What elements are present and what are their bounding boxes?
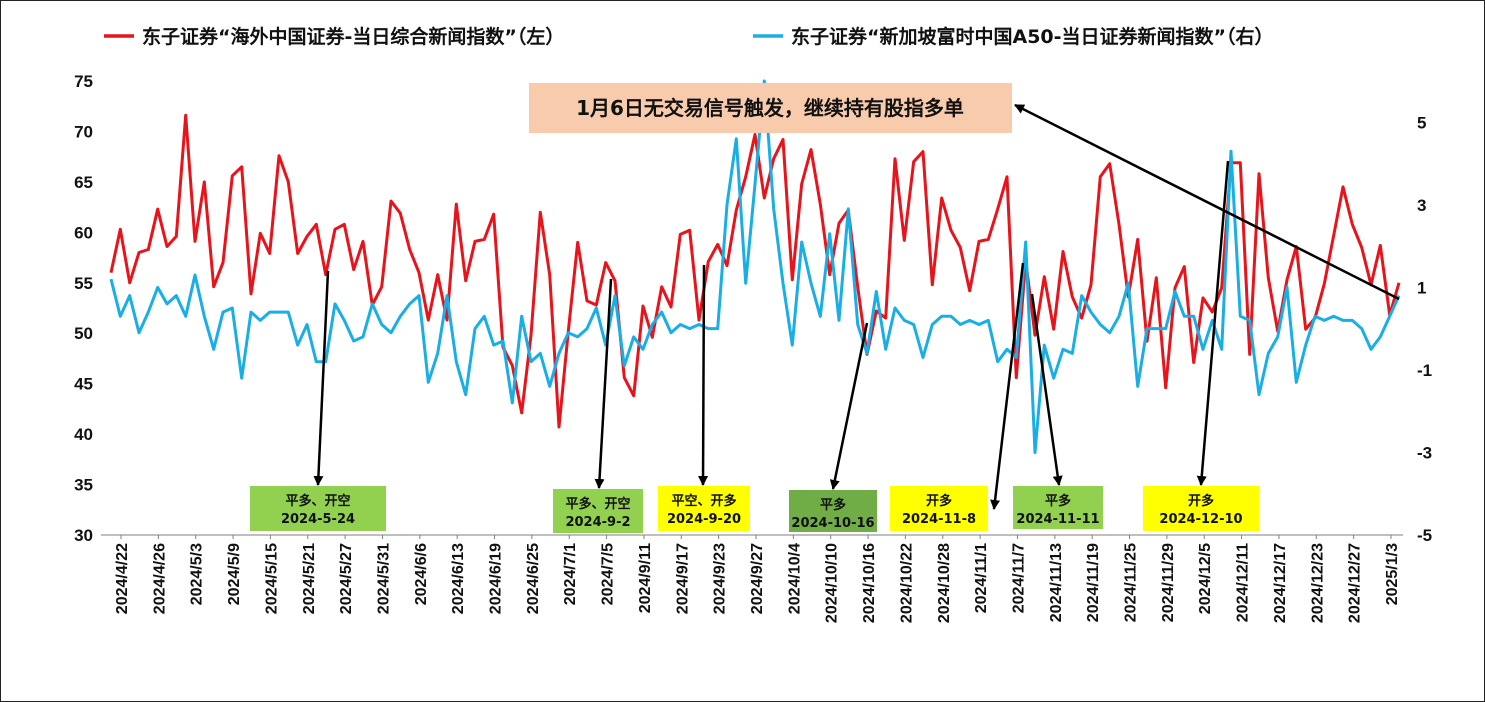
x-tick-label-14: 2024/9/11 <box>637 543 654 613</box>
y-left-tick-label-7: 65 <box>74 173 93 192</box>
signal-action-4: 平多 <box>820 497 846 513</box>
x-tick-label-22: 2024/10/28 <box>936 543 953 623</box>
x-tick-label-29: 2024/12/5 <box>1197 543 1214 614</box>
y-left-tick-label-9: 75 <box>74 72 93 91</box>
y-left-tick-label-5: 55 <box>74 274 93 293</box>
x-tick-label-31: 2024/12/17 <box>1272 543 1289 623</box>
signal-date-5: 2024-11-8 <box>902 512 976 527</box>
y-left-tick-label-3: 45 <box>74 375 93 394</box>
legend-label-2: 东子证券“新加坡富时中国A50-当日证券新闻指数”（右） <box>791 25 1274 48</box>
x-tick-label-6: 2024/5/27 <box>338 543 355 614</box>
y-left-tick-label-4: 50 <box>74 324 93 343</box>
signal-action-5: 开多 <box>926 493 952 509</box>
note-box <box>529 83 1012 133</box>
x-tick-label-13: 2024/7/5 <box>600 543 617 605</box>
x-tick-label-23: 2024/11/1 <box>973 543 990 613</box>
signal-arrow-7 <box>1196 160 1230 486</box>
x-tick-label-3: 2024/5/9 <box>226 543 243 605</box>
note-arrow <box>1014 103 1400 301</box>
x-tick-label-19: 2024/10/10 <box>824 543 841 623</box>
x-tick-label-2: 2024/5/3 <box>189 543 206 605</box>
signal-arrow-5 <box>990 262 1025 510</box>
signal-action-7: 开多 <box>1188 493 1214 509</box>
series-layer <box>109 79 1401 454</box>
signal-date-7: 2024-12-10 <box>1159 512 1242 527</box>
signal-box-6 <box>1013 486 1103 529</box>
signal-arrow-4 <box>829 322 869 490</box>
signal-date-2: 2024-9-2 <box>565 515 630 530</box>
y-left-tick-label-6: 60 <box>74 223 93 242</box>
y-right-tick-label-3: 1 <box>1417 278 1426 297</box>
signal-date-6: 2024-11-11 <box>1016 512 1099 527</box>
signal-arrows <box>313 160 1230 510</box>
note-layer: 1月6日无交易信号触发，继续持有股指多单 <box>529 83 1400 301</box>
y-left-tick-label-2: 40 <box>74 425 93 444</box>
x-tick-label-33: 2024/12/27 <box>1347 543 1364 623</box>
signal-box-1 <box>250 486 386 531</box>
x-tick-label-32: 2024/12/23 <box>1309 543 1326 623</box>
x-tick-label-1: 2024/4/26 <box>151 543 168 614</box>
x-tick-label-9: 2024/6/13 <box>450 543 467 614</box>
x-tick-label-27: 2024/11/25 <box>1123 543 1140 622</box>
x-tick-label-34: 2025/1/3 <box>1384 543 1401 605</box>
signal-boxes: 平多、开空 2024-5-24 平多、开空 2024-9-2 平空、开多 2024-9-2… <box>250 486 1259 533</box>
x-tick-label-7: 2024/5/31 <box>375 543 392 614</box>
signal-date-1: 2024-5-24 <box>281 512 355 527</box>
signal-arrow-2 <box>594 278 613 489</box>
signal-action-3: 平空、开多 <box>671 493 736 509</box>
y-left-tick-label-8: 70 <box>74 122 93 141</box>
signal-action-1: 平多、开空 <box>285 493 350 509</box>
legend: 东子证券“海外中国证券-当日综合新闻指数”（左） 东子证券“新加坡富时中国A50-… <box>104 25 1274 48</box>
x-tick-label-20: 2024/10/16 <box>861 543 878 623</box>
x-tick-label-11: 2024/6/25 <box>525 543 542 614</box>
y-right-tick-label-4: 3 <box>1417 196 1426 215</box>
x-tick-label-15: 2024/9/17 <box>674 543 691 614</box>
x-tick-label-5: 2024/5/21 <box>301 543 318 614</box>
signal-box-5 <box>890 486 988 531</box>
signal-date-3: 2024-9-20 <box>667 512 741 527</box>
y-right-tick-label-0: -5 <box>1417 526 1432 545</box>
x-tick-label-0: 2024/4/22 <box>114 543 131 614</box>
x-tick-label-4: 2024/5/15 <box>263 543 280 614</box>
y-right-tick-label-1: -3 <box>1417 443 1432 462</box>
signal-box-3 <box>658 486 750 531</box>
signal-action-6: 平多 <box>1045 493 1071 509</box>
x-tick-label-17: 2024/9/27 <box>749 543 766 614</box>
x-tick-label-10: 2024/6/19 <box>488 543 505 614</box>
signal-date-4: 2024-10-16 <box>791 516 874 531</box>
signal-arrow-3 <box>698 264 709 486</box>
x-tick-label-28: 2024/11/29 <box>1160 543 1177 622</box>
signal-box-4 <box>789 490 877 532</box>
series-line-2 <box>109 79 1401 454</box>
y-left-tick-label-1: 35 <box>74 476 93 495</box>
series-line-1 <box>109 113 1401 429</box>
signal-box-7 <box>1143 486 1259 531</box>
y-right-tick-label-2: -1 <box>1417 361 1432 380</box>
x-tick-label-30: 2024/12/11 <box>1235 543 1252 622</box>
y-right-tick-label-5: 5 <box>1417 113 1426 132</box>
signal-arrow-6 <box>1030 293 1063 486</box>
x-tick-label-25: 2024/11/13 <box>1048 543 1065 622</box>
x-tick-label-12: 2024/7/1 <box>562 543 579 605</box>
x-tick-label-21: 2024/10/22 <box>898 543 915 623</box>
note-text: 1月6日无交易信号触发，继续持有股指多单 <box>576 96 964 120</box>
x-tick-label-16: 2024/9/23 <box>712 543 729 614</box>
y-left-tick-label-0: 30 <box>74 526 93 545</box>
x-tick-label-18: 2024/10/4 <box>786 543 803 614</box>
x-tick-label-8: 2024/6/6 <box>413 543 430 605</box>
legend-label-1: 东子证券“海外中国证券-当日综合新闻指数”（左） <box>142 25 564 48</box>
x-tick-label-26: 2024/11/19 <box>1085 543 1102 622</box>
signal-action-2: 平多、开空 <box>565 496 630 512</box>
signal-box-2 <box>553 489 643 533</box>
signal-arrow-1 <box>313 270 330 486</box>
x-tick-label-24: 2024/11/7 <box>1010 543 1027 613</box>
